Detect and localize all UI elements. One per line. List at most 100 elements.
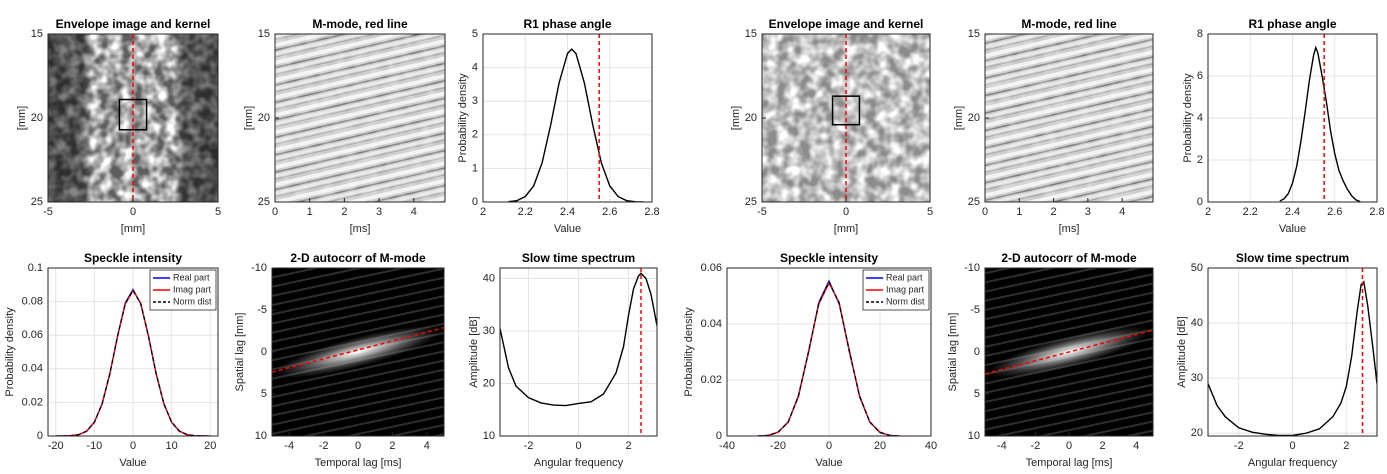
x-tick-label: -20 [48,440,64,452]
y-axis-label: Probability density [683,307,695,397]
x-tick-label: 1 [307,206,313,218]
y-axis-label: Probability density [1182,73,1194,163]
y-axis-label: [mm] [730,106,742,130]
axes-frame [984,33,1154,203]
x-tick-label: 2 [625,440,631,452]
legend-label: Real part [173,272,210,282]
x-tick-label: -4 [284,440,294,452]
y-tick-label: 5 [261,388,267,400]
plot [272,268,444,436]
x-tick-label: 2.4 [1285,206,1300,218]
x-axis-label: Angular frequency [1248,457,1338,469]
x-tick-label: 2.8 [1369,206,1384,218]
data-line [55,289,211,436]
y-tick-label: 15 [968,28,980,40]
y-tick-label: 15 [258,28,270,40]
y-tick-label: 15 [745,28,757,40]
y-tick-label: 25 [745,196,757,208]
y-axis-label: Amplitude [dB] [468,316,480,388]
plot [762,34,930,202]
x-tick-label: 0 [826,440,832,452]
x-tick-label: 2 [1205,206,1211,218]
chart-title: M-mode, red line [1021,17,1117,31]
y-tick-label: 6 [1197,70,1203,82]
x-axis-label: Value [1279,223,1306,235]
axes-frame [1207,267,1378,437]
data-line [500,272,657,407]
y-tick-label: 25 [31,196,43,208]
y-tick-label: 10 [255,430,267,442]
y-tick-label: 30 [483,325,495,337]
y-tick-label: -5 [257,304,267,316]
x-tick-label: -40 [719,440,735,452]
y-axis-label: Spatial lag [mm] [234,313,246,392]
image-glow [274,325,442,379]
x-tick-label: 10 [166,440,178,452]
y-tick-label: 0.06 [701,262,722,274]
x-tick-label: 2 [1343,440,1349,452]
x-tick-label: 40 [925,440,937,452]
x-tick-label: 0 [272,206,278,218]
x-tick-label: -2 [524,440,534,452]
y-axis-label: [mm] [16,106,28,130]
y-tick-label: 0.06 [22,329,43,341]
y-tick-label: 25 [258,196,270,208]
legend-label: Imag part [173,284,212,294]
data-line [1208,280,1377,436]
x-tick-label: 0 [1289,440,1295,452]
x-tick-label: -2 [1234,440,1244,452]
y-tick-label: -5 [970,304,980,316]
y-tick-label: 20 [258,112,270,124]
chart-title: 2-D autocorr of M-mode [1001,251,1137,265]
legend-label: Norm dist [173,296,212,306]
y-tick-label: -10 [251,262,267,274]
legend-label: Imag part [886,284,925,294]
y-tick-label: 15 [31,28,43,40]
x-tick-label: 4 [1133,440,1139,452]
x-tick-label: 5 [215,206,221,218]
y-tick-label: 20 [31,112,43,124]
chart-title: R1 phase angle [1248,17,1336,31]
axes-frame [1207,33,1378,203]
axes-frame [47,33,219,203]
x-tick-label: 3 [1085,206,1091,218]
axes-frame [274,33,446,203]
y-tick-label: 5 [472,28,478,40]
y-tick-label: 20 [483,377,495,389]
legend-label: Real part [886,272,923,282]
axes-frame [482,33,653,203]
x-axis-label: [mm] [834,223,858,235]
x-axis-label: Temporal lag [ms] [1026,457,1113,469]
x-tick-label: -5 [43,206,53,218]
y-tick-label: 50 [1191,262,1203,274]
y-tick-label: 4 [472,62,478,74]
plot [1208,268,1377,436]
x-axis-label: Value [554,223,581,235]
y-tick-label: 1 [472,162,478,174]
plot [985,268,1153,436]
y-tick-label: 2 [1197,154,1203,166]
x-tick-label: 0 [1066,440,1072,452]
y-tick-label: 0 [716,430,722,442]
plot [48,34,218,202]
chart-title: Speckle intensity [780,251,878,265]
x-tick-label: 2 [389,440,395,452]
chart-title: M-mode, red line [312,17,408,31]
chart-title: Slow time spectrum [1236,251,1349,265]
y-tick-label: 0 [37,430,43,442]
data-line [508,48,644,202]
x-tick-label: 1 [1016,206,1022,218]
y-tick-label: 0.04 [701,318,722,330]
y-tick-label: 10 [968,430,980,442]
x-tick-label: 0 [575,440,581,452]
x-tick-label: 2 [480,206,486,218]
x-tick-label: 5 [927,206,933,218]
x-tick-label: 4 [424,440,430,452]
y-tick-label: 30 [1191,372,1203,384]
x-tick-label: -2 [1031,440,1041,452]
y-tick-label: -10 [964,262,980,274]
axes-frame [47,267,219,437]
y-axis-label: Amplitude [dB] [1176,316,1188,388]
fit-line [272,326,444,373]
y-tick-label: 20 [968,112,980,124]
